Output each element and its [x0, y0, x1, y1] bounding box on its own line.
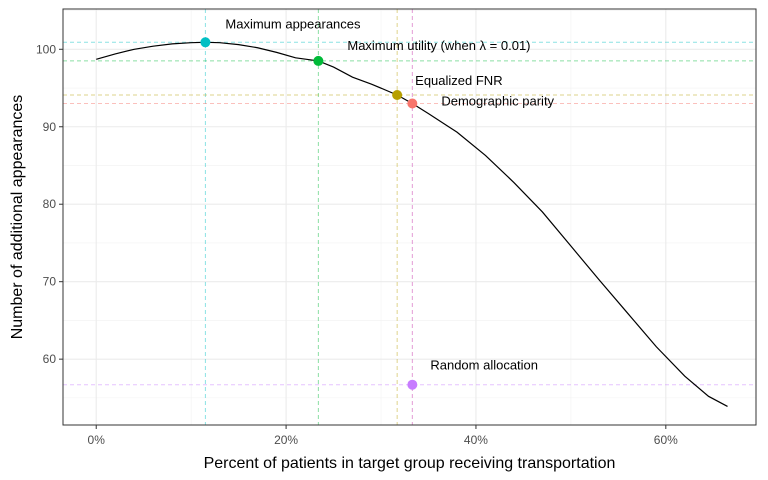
point-label-2: Equalized FNR	[415, 73, 502, 88]
point-1	[313, 55, 324, 66]
point-label-0: Maximum appearances	[225, 16, 361, 31]
y-axis-title: Number of additional appearances	[9, 95, 26, 340]
point-4	[407, 379, 418, 390]
curve-line	[96, 41, 728, 407]
point-label-4: Random allocation	[430, 358, 538, 373]
reference-lines	[63, 9, 756, 425]
x-tick-label: 0%	[88, 433, 106, 447]
x-axis-ticks: 0% 20% 40% 60%	[88, 425, 678, 447]
x-tick-label: 40%	[464, 433, 488, 447]
x-tick-label: 60%	[654, 433, 678, 447]
minor-gridlines	[63, 9, 756, 425]
y-tick-label: 80	[43, 197, 57, 211]
panel-border	[62, 8, 757, 426]
point-0	[200, 37, 211, 48]
point-label-1: Maximum utility (when λ = 0.01)	[347, 38, 530, 53]
point-label-3: Demographic parity	[441, 94, 554, 109]
y-tick-label: 100	[36, 42, 56, 56]
highlight-points	[200, 37, 418, 390]
major-gridlines	[63, 9, 756, 425]
point-3	[407, 98, 418, 109]
y-axis-ticks: 60 70 80 90 100	[36, 42, 63, 366]
point-2	[392, 89, 403, 100]
y-tick-label: 60	[43, 352, 57, 366]
y-tick-label: 90	[43, 120, 57, 134]
x-axis-title: Percent of patients in target group rece…	[204, 455, 616, 472]
point-annotations: Maximum appearances Maximum utility (when…	[225, 16, 554, 372]
x-tick-label: 20%	[274, 433, 298, 447]
y-tick-label: 70	[43, 275, 57, 289]
